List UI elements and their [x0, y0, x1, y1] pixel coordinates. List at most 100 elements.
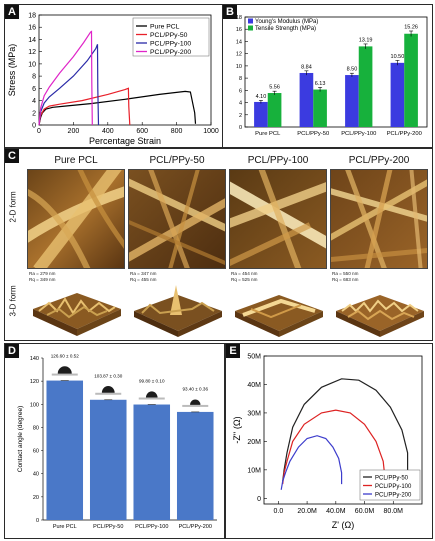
- afm-title-ppy50: PCL/PPy-50: [149, 155, 205, 166]
- y-tick-label-a: 8: [32, 74, 36, 81]
- value-label-d: 103.87 ± 0.30: [94, 373, 123, 378]
- roughness-ra-ppy50: Ra = 347 nm: [130, 271, 157, 276]
- y-tick-label-a: 18: [28, 13, 36, 20]
- legend-label-e: PCL/PPy-50: [375, 476, 409, 482]
- legend-label-a: PCL/PPy-200: [150, 49, 191, 56]
- value-label-b: 10.50: [391, 54, 405, 60]
- y-tick-label-b: 8: [239, 76, 242, 82]
- y-tick-label-b: 16: [236, 27, 242, 33]
- nyquist-line-2: [280, 435, 343, 490]
- contact-angle-chart: 0 20 40 60 80 100 120 140 Contact angle (degree)…: [17, 354, 217, 530]
- y-tick-label-e: 10M: [247, 467, 261, 474]
- panel-e: E 0 10M 20M 30M 40M 50M 0.0 20.0M 40.0M 60.0M 80.0…: [225, 343, 433, 539]
- legend-swatch-b: [248, 18, 253, 24]
- category-label-d: PCL/PPy-50: [93, 524, 123, 530]
- y-axis-title-e: -Z'' (Ω): [232, 416, 242, 443]
- afm-2d-image-ppy100: [229, 169, 327, 269]
- panel-a: A 0 2 4 6 8 10 12 14 16 18 0 200 400 600 800 1000 Percen…: [4, 4, 223, 148]
- value-label-d: 126.60 ± 0.52: [51, 354, 80, 359]
- bar-d: [89, 399, 127, 520]
- roughness-rq-ppy100: Rq = 525 nm: [231, 277, 258, 282]
- x-tick-label-a: 0: [37, 128, 41, 135]
- y-tick-label-e: 20M: [247, 439, 261, 446]
- x-tick-label-a: 800: [171, 128, 183, 135]
- legend-label-a: Pure PCL: [150, 24, 180, 31]
- bar-b: [313, 89, 327, 127]
- y-tick-label-e: 0: [257, 496, 261, 503]
- afm-3d-surface-pcl: [29, 281, 125, 339]
- category-label-b: Pure PCL: [255, 131, 281, 137]
- panel-label-b: B: [223, 5, 237, 19]
- value-label-b: 8.50: [347, 67, 358, 73]
- droplet-substrate-d: [51, 373, 78, 376]
- value-label-b: 5.56: [269, 85, 280, 91]
- stress-strain-chart: 0 2 4 6 8 10 12 14 16 18 0 200 400 600 800 1000 Percenta…: [7, 13, 219, 147]
- bar-b: [404, 33, 418, 127]
- bar-b: [345, 75, 359, 127]
- value-label-b: 6.13: [315, 81, 326, 87]
- y-tick-label-a: 14: [28, 37, 36, 44]
- afm-title-pcl: Pure PCL: [54, 155, 98, 166]
- afm-2d-image-ppy200: [330, 169, 428, 269]
- y-tick-label-d: 0: [36, 518, 39, 524]
- y-axis-title-a: Stress (MPa): [7, 44, 17, 97]
- legend-label-b: Young's Modulus (MPa): [255, 19, 318, 25]
- mechanical-bar-chart: 0 2 4 6 8 10 12 14 16 18 Pure PCL 4.105.56 PCL/PPy-5…: [236, 15, 428, 137]
- droplet-icon: [101, 386, 115, 393]
- x-tick-label-a: 400: [102, 128, 114, 135]
- y-tick-label-d: 20: [33, 495, 39, 501]
- category-label-d: Pure PCL: [53, 524, 77, 530]
- x-tick-label-e: 40.0M: [326, 508, 346, 515]
- x-tick-label-e: 20.0M: [297, 508, 317, 515]
- roughness-ra-ppy100: Ra = 454 nm: [231, 271, 258, 276]
- bar-d: [46, 380, 84, 520]
- roughness-rq-ppy50: Rq = 455 nm: [130, 277, 157, 282]
- y-tick-label-d: 100: [30, 402, 39, 408]
- panel-label-d: D: [5, 344, 19, 358]
- droplet-icon: [145, 391, 158, 398]
- bar-b: [390, 62, 405, 128]
- value-label-b: 4.10: [256, 94, 267, 100]
- category-label-b: PCL/PPy-200: [387, 131, 422, 137]
- y-tick-label-d: 80: [33, 425, 39, 431]
- x-tick-label-a: 200: [68, 128, 80, 135]
- y-tick-label-b: 14: [236, 39, 242, 45]
- x-axis-title-e: Z' (Ω): [332, 520, 354, 530]
- y-tick-label-b: 10: [236, 64, 242, 70]
- bar-d: [176, 411, 214, 520]
- roughness-rq-ppy200: Rq = 683 nm: [332, 277, 359, 282]
- y-tick-label-a: 6: [32, 86, 36, 93]
- value-label-d: 93.40 ± 0.36: [182, 387, 208, 392]
- panel-label-c: C: [5, 149, 19, 163]
- y-tick-label-a: 12: [28, 49, 36, 56]
- y-tick-label-d: 60: [33, 449, 39, 455]
- bar-d: [133, 404, 171, 520]
- droplet-icon: [57, 366, 72, 374]
- y-tick-label-d: 40: [33, 472, 39, 478]
- y-tick-label-b: 0: [239, 125, 242, 131]
- legend-label-b: Tensile Strength (MPa): [255, 26, 316, 32]
- panel-b: B 0 2 4 6 8 10 12 14 16 18 Pure PCL 4.10 5.56 PCL/PPy…: [222, 4, 433, 148]
- roughness-rq-pcl: Rq = 349 nm: [29, 277, 56, 282]
- row-label-2d: 2-D form: [8, 191, 18, 223]
- afm-3d-surface-ppy50: [130, 281, 226, 339]
- value-label-b: 8.84: [301, 64, 312, 70]
- droplet-substrate-d: [182, 404, 209, 407]
- category-label-b: PCL/PPy-100: [341, 131, 376, 137]
- afm-3d-surface-ppy200: [332, 281, 428, 339]
- value-label-d: 99.80 ± 0.10: [139, 379, 165, 384]
- y-tick-label-e: 40M: [247, 382, 261, 389]
- y-tick-label-b: 18: [236, 15, 242, 21]
- series-line-2: [38, 44, 100, 126]
- nyquist-line-0: [282, 378, 409, 482]
- series-line-3: [38, 30, 93, 126]
- x-axis-title-a: Percentage Strain: [89, 136, 161, 146]
- legend-label-e: PCL/PPy-200: [375, 493, 412, 499]
- series-line-1: [38, 87, 131, 126]
- y-axis-title-d: Contact angle (degree): [17, 406, 24, 473]
- y-tick-label-e: 50M: [247, 354, 261, 361]
- y-tick-label-a: 0: [32, 123, 36, 130]
- y-tick-label-b: 6: [239, 88, 242, 94]
- category-label-d: PCL/PPy-100: [135, 524, 168, 530]
- panel-d: D 0 20 40 60 80 100 120 140 Contact angle (degre…: [4, 343, 225, 539]
